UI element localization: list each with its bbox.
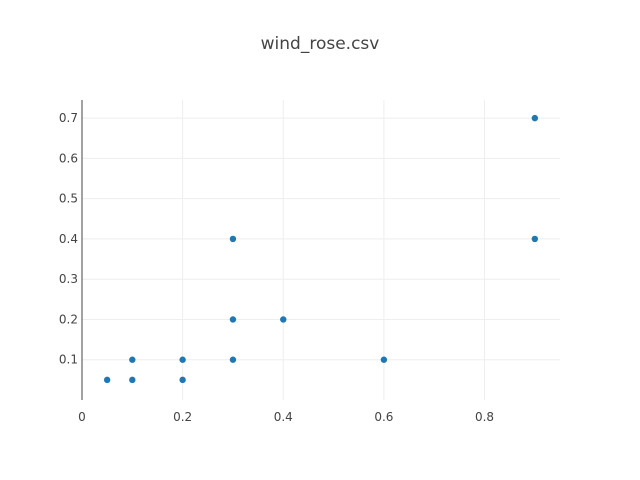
y-tick-label: 0.7	[59, 111, 78, 125]
data-point	[129, 376, 136, 384]
data-point	[179, 376, 186, 384]
grid-layer	[82, 100, 560, 400]
y-tick-label: 0.3	[59, 272, 78, 286]
data-point	[380, 356, 388, 363]
y-tick-label: 0.1	[59, 353, 78, 367]
data-point	[229, 235, 237, 243]
data-point	[531, 114, 539, 122]
data-point	[280, 316, 287, 323]
x-tick-label: 0.6	[374, 410, 393, 424]
data-point	[229, 356, 237, 363]
x-tick-label: 0	[78, 410, 86, 424]
data-point	[531, 235, 539, 243]
x-tick-label: 0.4	[274, 410, 293, 424]
y-tick-label: 0.5	[59, 192, 78, 206]
data-point	[129, 356, 136, 363]
chart-title: wind_rose.csv	[260, 34, 380, 54]
data-point	[103, 376, 111, 384]
x-tick-label: 0.2	[173, 410, 192, 424]
point-layer	[103, 114, 539, 384]
axis-layer: 0 0.2 0.4 0.6 0.8 0.1 0.2 0.3 0.4 0.5 0.6 0.7	[59, 100, 494, 424]
data-point	[229, 316, 237, 323]
data-point	[179, 356, 186, 363]
y-tick-label: 0.4	[59, 232, 78, 246]
x-tick-label: 0.8	[475, 410, 494, 424]
y-tick-label: 0.6	[59, 151, 78, 165]
y-tick-label: 0.2	[59, 312, 78, 326]
